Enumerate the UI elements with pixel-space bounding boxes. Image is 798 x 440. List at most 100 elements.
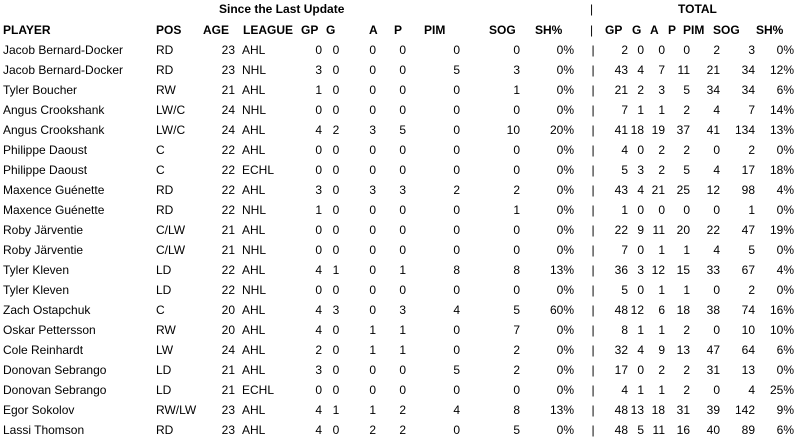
cell-s-shp: 13% [549,403,574,417]
header-t-shp: SH% [756,23,784,37]
cell-t-pim: 47 [706,343,720,357]
cell-s-g: 0 [332,43,340,57]
cell-t-g: 3 [637,163,644,177]
cell-s-p: 0 [399,103,406,117]
cell-sep: | [591,223,595,237]
cell-s-pim: 0 [453,283,460,297]
cell-t-shp: 0% [776,203,794,217]
cell-s-pim: 0 [453,83,460,97]
cell-s-pim: 0 [453,203,460,217]
cell-t-a: 2 [658,143,665,157]
cell-t-pim: 12 [706,183,720,197]
cell-t-pim: 31 [706,363,720,377]
cell-t-p: 11 [677,63,690,77]
cell-s-gp: 0 [315,143,322,157]
cell-s-p: 2 [399,403,406,417]
cell-s-p: 1 [399,343,406,357]
cell-t-gp: 4 [621,143,628,157]
cell-s-gp: 0 [315,383,322,397]
cell-sep: | [591,203,595,217]
cell-pos: RD [156,43,174,57]
cell-t-a: 0 [658,43,665,57]
cell-t-shp: 4% [776,183,794,197]
cell-s-sog: 0 [513,283,520,297]
cell-s-g: 0 [332,83,340,97]
cell-s-g: 0 [332,63,340,77]
cell-s-shp: 0% [556,143,574,157]
cell-league: AHL [242,43,266,57]
cell-player: Tyler Boucher [3,83,78,97]
cell-t-p: 0 [683,43,690,57]
cell-t-a: 1 [658,103,665,117]
cell-t-shp: 0% [776,143,794,157]
cell-s-sog: 2 [513,343,520,357]
cell-t-shp: 6% [776,343,794,357]
cell-t-sog: 17 [741,163,755,177]
cell-player: Donovan Sebrango [3,383,107,397]
cell-t-pim: 4 [713,163,720,177]
cell-pos: LW/C [156,103,186,117]
cell-s-gp: 0 [315,163,322,177]
cell-t-sog: 3 [748,43,755,57]
header-league: LEAGUE [243,23,294,37]
cell-s-gp: 3 [315,183,322,197]
cell-s-a: 0 [369,63,376,77]
cell-t-g: 1 [637,103,644,117]
cell-t-p: 2 [683,363,690,377]
cell-s-sog: 5 [513,423,520,437]
cell-s-shp: 20% [549,123,574,137]
cell-t-p: 31 [676,403,690,417]
cell-age: 22 [221,163,235,177]
cell-t-a: 1 [658,283,665,297]
cell-sep: | [591,363,595,377]
cell-league: ECHL [242,383,275,397]
cell-s-pim: 0 [453,383,460,397]
cell-t-shp: 0% [776,243,794,257]
cell-t-a: 3 [658,83,665,97]
cell-league: AHL [242,183,266,197]
cell-s-shp: 60% [549,303,574,317]
header-t-p: P [668,23,677,37]
cell-sep: | [591,283,595,297]
cell-s-gp: 0 [315,243,322,257]
cell-pos: C/LW [156,243,186,257]
cell-s-a: 0 [369,383,376,397]
cell-s-shp: 0% [556,103,574,117]
cell-player: Philippe Daoust [3,143,88,157]
cell-t-p: 2 [683,383,690,397]
cell-sep: | [591,163,595,177]
cell-s-p: 5 [399,123,406,137]
cell-league: AHL [242,303,266,317]
cell-league: ECHL [242,163,275,177]
cell-league: NHL [242,63,267,77]
cell-t-gp: 41 [614,123,628,137]
cell-s-a: 0 [369,263,376,277]
cell-s-g: 0 [332,203,340,217]
cell-t-sog: 34 [741,83,755,97]
cell-age: 21 [221,243,235,257]
cell-s-gp: 4 [315,123,322,137]
cell-s-p: 0 [399,83,406,97]
cell-s-gp: 4 [315,403,322,417]
cell-s-pim: 5 [453,363,460,377]
header-pos: POS [156,23,182,37]
cell-s-p: 0 [399,203,406,217]
cell-t-gp: 48 [614,403,628,417]
cell-t-sog: 64 [741,343,755,357]
cell-t-shp: 13% [769,123,794,137]
cell-player: Egor Sokolov [3,403,75,417]
cell-s-shp: 0% [556,203,574,217]
cell-pos: C [156,163,165,177]
header-s-p: P [394,23,403,37]
cell-t-g: 0 [637,243,644,257]
cell-t-p: 25 [676,183,690,197]
cell-pos: RW [156,323,176,337]
cell-t-sog: 2 [748,143,755,157]
cell-age: 21 [221,363,235,377]
cell-t-pim: 38 [706,303,720,317]
cell-t-a: 18 [651,403,665,417]
cell-t-sog: 5 [748,243,755,257]
cell-t-g: 13 [630,403,644,417]
cell-t-g: 0 [637,143,644,157]
cell-pos: RD [156,183,174,197]
